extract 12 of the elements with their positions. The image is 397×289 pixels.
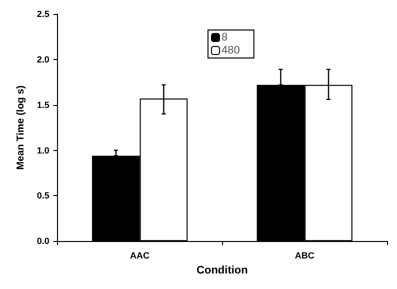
x-axis-title: Condition <box>196 264 248 276</box>
legend-label: 480 <box>222 44 240 56</box>
y-tick-label: 2.5 <box>36 9 50 19</box>
x-tick-label: ABC <box>294 250 315 261</box>
y-tick-label: 2.0 <box>36 54 50 64</box>
x-tick-label: AAC <box>130 250 150 261</box>
y-tick-label: 0.0 <box>36 236 50 246</box>
legend-label: 8 <box>222 32 228 44</box>
y-tick-label: 1.0 <box>36 145 50 156</box>
y-axis-title: Mean Time (log s) <box>16 85 26 170</box>
y-tick-label: 1.5 <box>36 100 50 110</box>
y-tick-label: 0.5 <box>36 190 50 201</box>
